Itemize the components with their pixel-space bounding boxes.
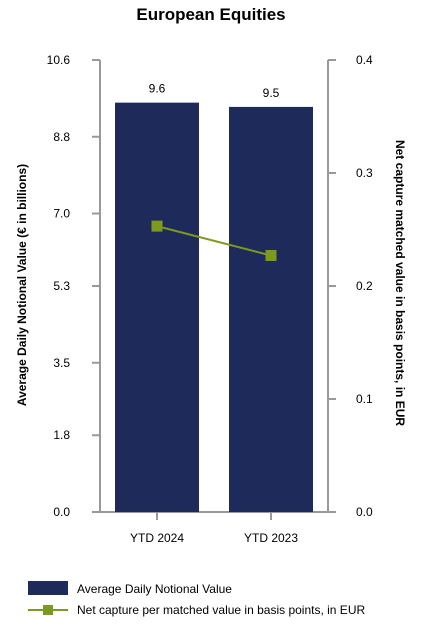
right-tick-label: 0.4 (356, 53, 373, 67)
bar-data-label: 9.5 (263, 86, 280, 100)
line-point (265, 249, 277, 261)
left-tick-label: 1.8 (53, 428, 70, 442)
legend: Average Daily Notional Value Net capture… (28, 581, 365, 617)
left-tick-label: 7.0 (53, 207, 70, 221)
right-tick-label: 0.2 (356, 279, 373, 293)
legend-label-line: Net capture per matched value in basis p… (77, 603, 365, 617)
bar (229, 106, 313, 512)
right-tick-label: 0.0 (356, 505, 373, 519)
right-tick-label: 0.1 (356, 392, 373, 406)
left-tick-label: 5.3 (53, 279, 70, 293)
plot-area: 0.0 1.8 3.5 5.3 7.0 8.8 10.6 0.0 0.1 0.2 0.3 0.4 YTD… (47, 53, 373, 545)
legend-label-bars: Average Daily Notional Value (77, 582, 232, 596)
left-tick-label: 10.6 (47, 53, 71, 67)
line-point (151, 220, 163, 232)
bar (115, 102, 199, 512)
left-tick-label: 8.8 (53, 130, 70, 144)
right-tick-label: 0.3 (356, 166, 373, 180)
chart-title: European Equities (136, 5, 285, 24)
legend-swatch-line-marker (43, 605, 53, 615)
bar-data-label: 9.6 (149, 82, 166, 96)
x-tick-label: YTD 2024 (130, 531, 184, 545)
right-axis-title: Net capture matched value in basis point… (393, 140, 407, 426)
left-tick-label: 0.0 (53, 505, 70, 519)
x-tick-label: YTD 2023 (244, 531, 298, 545)
left-axis-title: Average Daily Notional Value (€ in billi… (15, 164, 29, 406)
legend-swatch-bars (28, 581, 68, 595)
left-tick-label: 3.5 (53, 356, 70, 370)
line-series (156, 225, 272, 257)
